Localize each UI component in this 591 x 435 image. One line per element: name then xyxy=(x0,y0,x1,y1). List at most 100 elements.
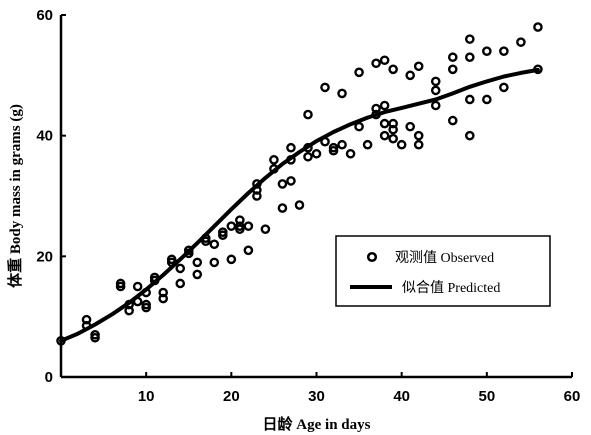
observed-point xyxy=(379,118,390,129)
legend: 观测值 Observed 似合值 Predicted xyxy=(335,235,551,307)
observed-point xyxy=(371,58,381,69)
observed-point xyxy=(320,136,330,147)
predicted-line xyxy=(59,67,540,343)
x-tick-label: 60 xyxy=(564,388,581,405)
observed-point xyxy=(354,67,364,78)
observed-point xyxy=(277,179,288,189)
observed-point xyxy=(354,121,364,132)
observed-point xyxy=(294,200,305,210)
observed-point xyxy=(388,124,398,135)
observed-point xyxy=(286,176,296,186)
observed-point xyxy=(464,94,475,105)
observed-point xyxy=(413,61,424,72)
observed-point xyxy=(226,254,237,265)
observed-point xyxy=(430,85,441,96)
observed-point xyxy=(235,224,245,234)
observed-point xyxy=(482,46,492,57)
observed-point xyxy=(81,320,92,331)
x-axis-title: 日龄 Age in days xyxy=(263,415,371,433)
observed-point xyxy=(192,257,203,268)
y-tick-label: 40 xyxy=(36,128,53,145)
observed-point xyxy=(533,22,543,32)
observed-point xyxy=(345,148,356,159)
observed-point xyxy=(277,203,288,213)
observed-point xyxy=(430,76,441,87)
x-tick-label: 20 xyxy=(223,388,240,405)
observed-point xyxy=(405,121,415,132)
observed-point xyxy=(464,52,475,63)
observed-point xyxy=(243,221,254,231)
observed-point xyxy=(405,70,415,81)
observed-point xyxy=(124,305,134,316)
observed-point xyxy=(447,52,458,63)
observed-point xyxy=(183,248,194,259)
observed-point xyxy=(115,281,126,292)
observed-point xyxy=(320,82,330,93)
x-tick-label: 10 xyxy=(138,388,155,405)
observed-point xyxy=(447,115,458,126)
observed-point xyxy=(141,302,151,313)
observed-point xyxy=(90,332,100,343)
observed-point xyxy=(388,133,398,144)
observed-point xyxy=(166,257,177,268)
observed-point xyxy=(286,154,296,165)
observed-point xyxy=(379,130,390,141)
observed-point xyxy=(303,142,313,153)
observed-point xyxy=(226,221,237,231)
y-tick-label: 60 xyxy=(36,7,53,24)
observed-point xyxy=(337,88,347,99)
observed-point xyxy=(56,335,66,346)
observed-point xyxy=(388,64,398,75)
x-tick-label: 40 xyxy=(393,388,410,405)
observed-point xyxy=(141,287,151,298)
observed-point xyxy=(362,139,373,150)
observed-point xyxy=(379,100,390,111)
observed-point xyxy=(200,236,211,247)
observed-point xyxy=(149,275,160,286)
legend-box xyxy=(335,235,551,307)
legend-predicted-label: 似合值 Predicted xyxy=(402,280,500,296)
observed-point xyxy=(371,109,381,120)
observed-point xyxy=(252,191,262,201)
observed-point xyxy=(243,245,254,256)
y-axis-title: 体重 Body mass in grams (g) xyxy=(6,104,24,288)
observed-point xyxy=(396,139,407,150)
observed-point xyxy=(516,37,526,47)
observed-point xyxy=(337,139,347,150)
observed-point xyxy=(132,296,143,307)
observed-point xyxy=(379,55,390,66)
observed-point xyxy=(499,82,509,93)
observed-point xyxy=(328,145,339,156)
observed-point xyxy=(158,293,168,304)
observed-point xyxy=(175,263,186,274)
observed-point xyxy=(303,109,313,120)
observed-point xyxy=(499,46,509,57)
observed-point xyxy=(311,148,322,159)
tick-labels: 10 20 30 40 50 60 0 20 40 60 xyxy=(36,7,580,405)
observed-point xyxy=(413,130,424,141)
x-tick-label: 30 xyxy=(308,388,325,405)
observed-point xyxy=(260,224,271,234)
observed-point xyxy=(464,34,475,44)
legend-observed-label: 观测值 Observed xyxy=(395,250,494,266)
observed-point xyxy=(192,269,203,280)
observed-point xyxy=(464,130,475,141)
observed-point xyxy=(533,64,543,75)
observed-point xyxy=(303,151,313,162)
observed-point xyxy=(447,64,458,75)
observed-point xyxy=(175,278,186,289)
observed-point xyxy=(430,100,441,111)
y-tick-label: 0 xyxy=(45,369,53,386)
legend-observed-marker xyxy=(366,251,378,263)
observed-point xyxy=(269,154,279,165)
observed-point xyxy=(209,239,220,250)
observed-point xyxy=(209,257,220,268)
axes xyxy=(59,15,572,379)
observed-series xyxy=(56,22,543,346)
observed-point xyxy=(132,281,143,292)
observed-point xyxy=(269,164,279,174)
ticks xyxy=(61,14,573,378)
observed-point xyxy=(218,230,228,241)
observed-point xyxy=(286,142,296,153)
